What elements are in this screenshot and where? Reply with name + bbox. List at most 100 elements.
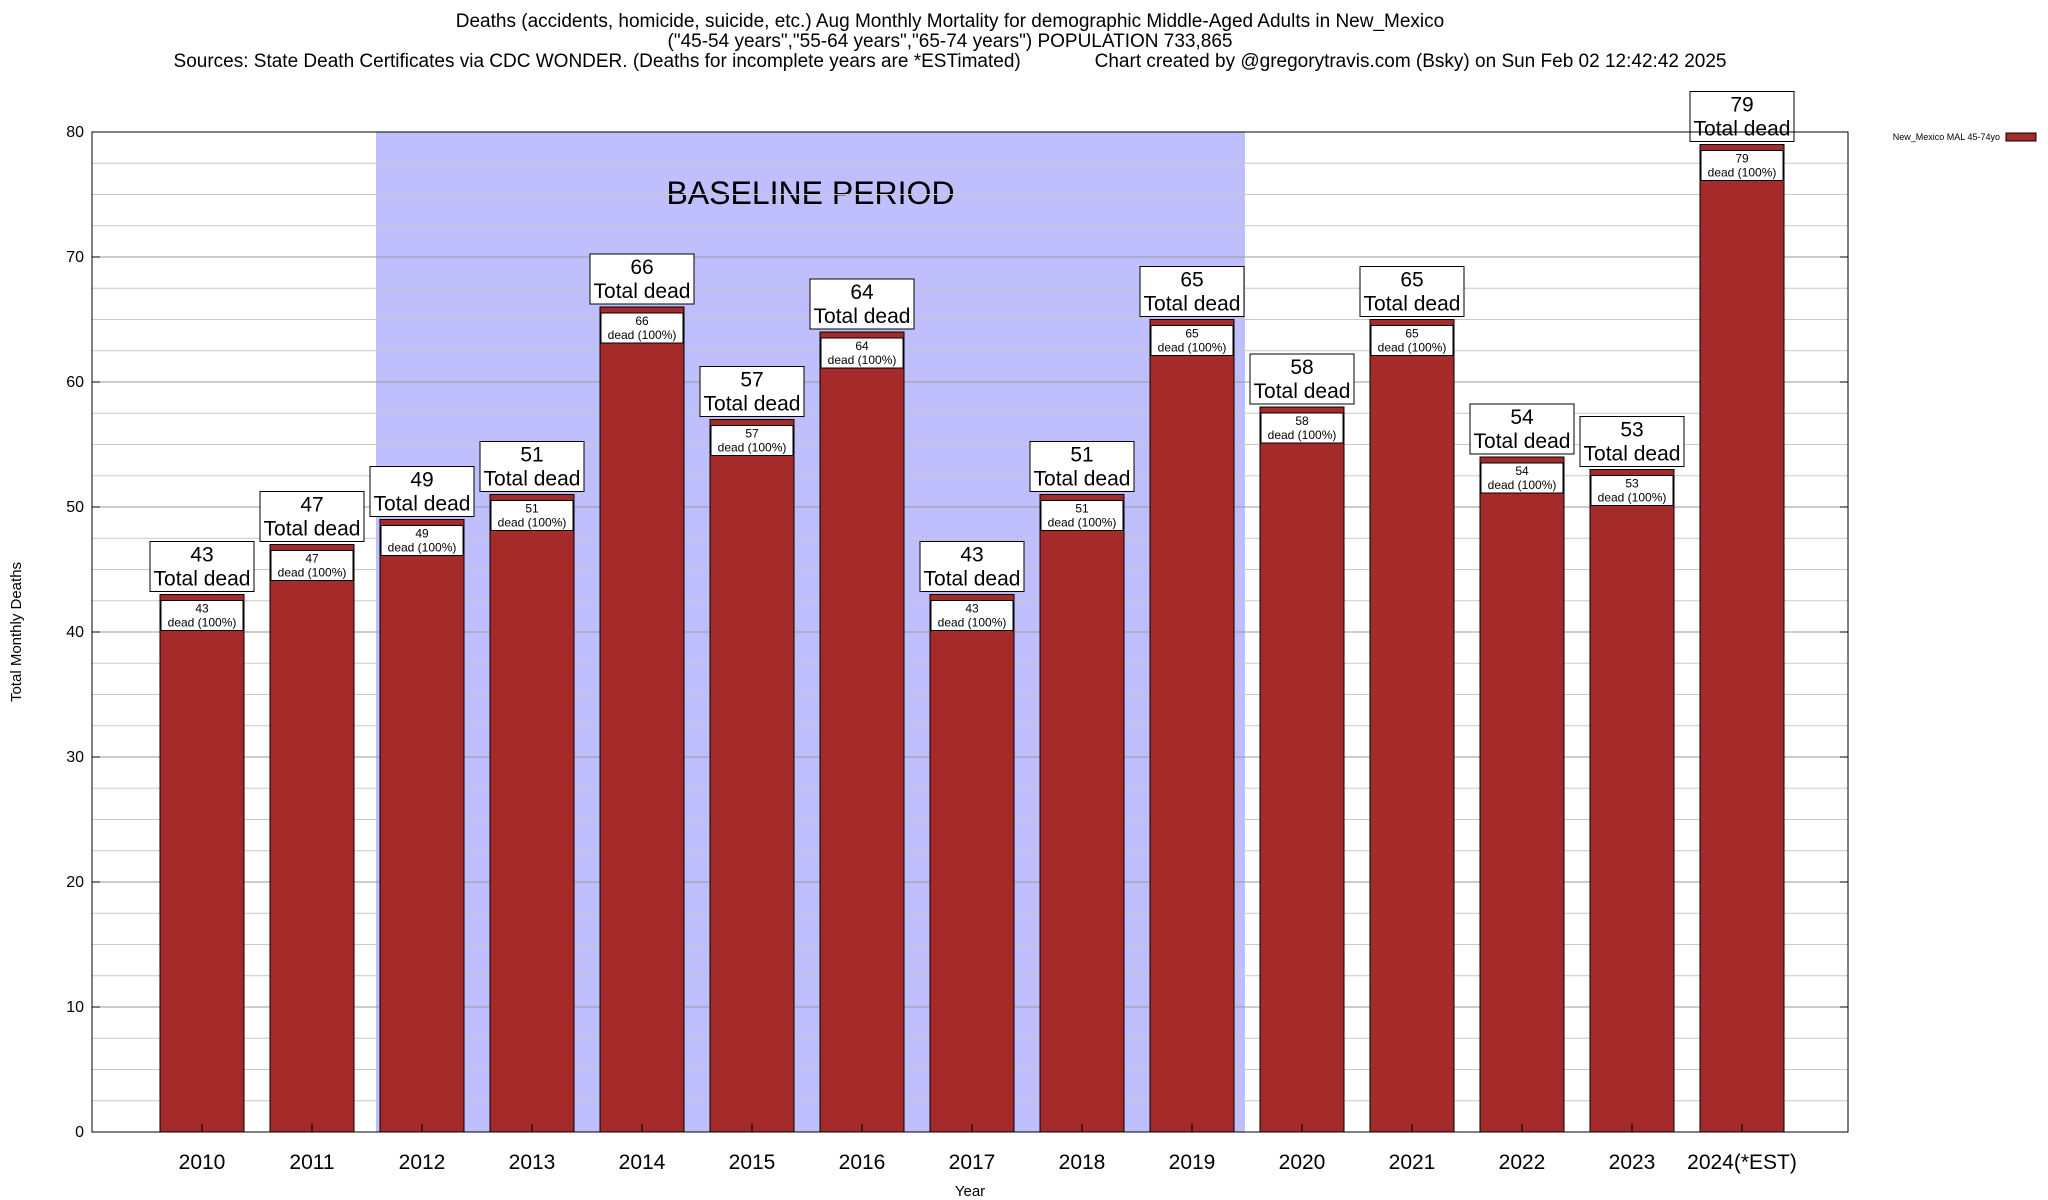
bar-inner-text-label: dead (100%) — [1708, 166, 1777, 180]
bar-inner-text-label: dead (100%) — [1488, 478, 1557, 492]
bar-top-value-label: 54 — [1510, 406, 1534, 429]
bar-inner-value-label: 49 — [415, 527, 429, 541]
y-axis-title: Total Monthly Deaths — [8, 562, 25, 702]
bar-top-label-box — [149, 541, 255, 592]
bar-inner-value-label: 65 — [1185, 327, 1199, 341]
bar-inner-label-box — [1260, 412, 1344, 444]
bar-top-value-label: 51 — [1070, 444, 1093, 467]
bar-top-text-label: Total dead — [1254, 380, 1351, 403]
bar-top-value-label: 43 — [960, 544, 983, 567]
bar-inner-value-label: 64 — [855, 339, 869, 353]
bar-top-value-label: 65 — [1400, 269, 1423, 292]
bar-top-label-box — [1359, 266, 1465, 317]
bar-top-text-label: Total dead — [1034, 468, 1131, 491]
y-tick-label: 60 — [66, 374, 84, 391]
x-tick-label: 2022 — [1499, 1151, 1546, 1174]
bar-inner-label-box — [1150, 325, 1234, 356]
bar-top-text-label: Total dead — [154, 568, 251, 591]
x-tick-label: 2018 — [1059, 1151, 1106, 1174]
bar-top-text-label: Total dead — [1474, 430, 1571, 453]
x-tick-label: 2024(*EST) — [1687, 1151, 1797, 1174]
bar-inner-label-box — [160, 600, 244, 631]
bar-top-label-box — [589, 253, 695, 305]
y-tick-label: 80 — [66, 124, 84, 141]
bar-inner-label-box — [1700, 150, 1784, 181]
bar-inner-value-label: 43 — [195, 602, 209, 616]
x-tick-label: 2013 — [509, 1151, 556, 1174]
y-tick-label: 10 — [66, 999, 84, 1016]
x-tick-label: 2011 — [289, 1151, 334, 1174]
bar-inner-text-label: dead (100%) — [1598, 491, 1667, 505]
bar-inner-label-box — [270, 550, 354, 581]
bar-inner-text-label: dead (100%) — [498, 516, 567, 530]
bar-top-text-label: Total dead — [1584, 443, 1681, 466]
bar-inner-value-label: 43 — [965, 602, 979, 616]
baseline-period-label: BASELINE PERIOD — [666, 175, 954, 211]
bar-inner-value-label: 65 — [1405, 327, 1419, 341]
bar-top-text-label: Total dead — [1364, 293, 1461, 316]
bar — [929, 594, 1015, 1133]
bar-top-value-label: 58 — [1290, 356, 1313, 379]
x-tick-label: 2015 — [729, 1151, 776, 1174]
y-tick-label: 0 — [75, 1124, 84, 1141]
bar-top-text-label: Total dead — [1144, 293, 1241, 316]
bar-inner-label-box — [380, 525, 464, 556]
x-tick-label: 2023 — [1609, 1151, 1656, 1174]
bar-top-label-box — [1469, 403, 1575, 455]
bar-inner-text-label: dead (100%) — [388, 541, 457, 555]
x-tick-label: 2016 — [839, 1151, 886, 1174]
bar-inner-value-label: 51 — [525, 502, 539, 516]
bar-top-value-label: 57 — [740, 369, 763, 392]
bar-inner-text-label: dead (100%) — [278, 566, 347, 580]
legend-series-label: New_Mexico MAL 45-74yo — [1893, 132, 2000, 142]
bar-inner-text-label: dead (100%) — [168, 616, 237, 630]
bar-top-label-box — [479, 441, 585, 492]
y-tick-label: 50 — [66, 499, 84, 516]
bar-top-value-label: 49 — [410, 469, 433, 492]
bar-top-text-label: Total dead — [1694, 118, 1791, 141]
x-tick-label: 2010 — [179, 1151, 226, 1174]
y-tick-label: 30 — [66, 749, 84, 766]
bar-top-value-label: 43 — [190, 544, 213, 567]
bar-inner-label-box — [1040, 500, 1124, 531]
bar-inner-text-label: dead (100%) — [608, 328, 677, 342]
bar-inner-text-label: dead (100%) — [1158, 341, 1227, 355]
bar-inner-text-label: dead (100%) — [828, 353, 897, 367]
bar-top-label-box — [809, 278, 915, 330]
bar-inner-label-box — [710, 425, 794, 456]
bar-top-label-box — [1579, 416, 1685, 467]
chart-title-block: Deaths (accidents, homicide, suicide, et… — [0, 12, 1900, 72]
bar-inner-value-label: 58 — [1295, 414, 1309, 428]
bar-inner-value-label: 54 — [1515, 464, 1529, 478]
bar-top-text-label: Total dead — [374, 493, 471, 516]
x-tick-label: 2012 — [399, 1151, 446, 1174]
bar-inner-text-label: dead (100%) — [718, 441, 787, 455]
bar-top-text-label: Total dead — [264, 518, 361, 541]
bar-top-value-label: 64 — [850, 281, 874, 304]
bar — [1699, 144, 1785, 1133]
bar-top-text-label: Total dead — [814, 305, 911, 328]
bar-inner-label-box — [1590, 475, 1674, 506]
bar-top-value-label: 47 — [300, 494, 323, 517]
bar-inner-label-box — [1480, 462, 1564, 494]
y-tick-label: 40 — [66, 624, 84, 641]
bar-top-text-label: Total dead — [704, 393, 801, 416]
y-tick-label: 70 — [66, 249, 84, 266]
bar — [819, 331, 905, 1133]
bar-inner-value-label: 57 — [745, 427, 759, 441]
bar-inner-label-box — [930, 600, 1014, 631]
bar-top-text-label: Total dead — [924, 568, 1021, 591]
bar-inner-text-label: dead (100%) — [1378, 341, 1447, 355]
bar-top-label-box — [1029, 441, 1135, 492]
bar-top-label-box — [1139, 266, 1245, 317]
bar-top-value-label: 53 — [1620, 419, 1643, 442]
bar — [159, 594, 245, 1133]
bar — [599, 306, 685, 1133]
x-axis-title: Year — [955, 1183, 985, 1200]
bar-inner-label-box — [1370, 325, 1454, 356]
bar-inner-value-label: 51 — [1075, 502, 1089, 516]
bar — [1589, 469, 1675, 1133]
bar-inner-text-label: dead (100%) — [938, 616, 1007, 630]
